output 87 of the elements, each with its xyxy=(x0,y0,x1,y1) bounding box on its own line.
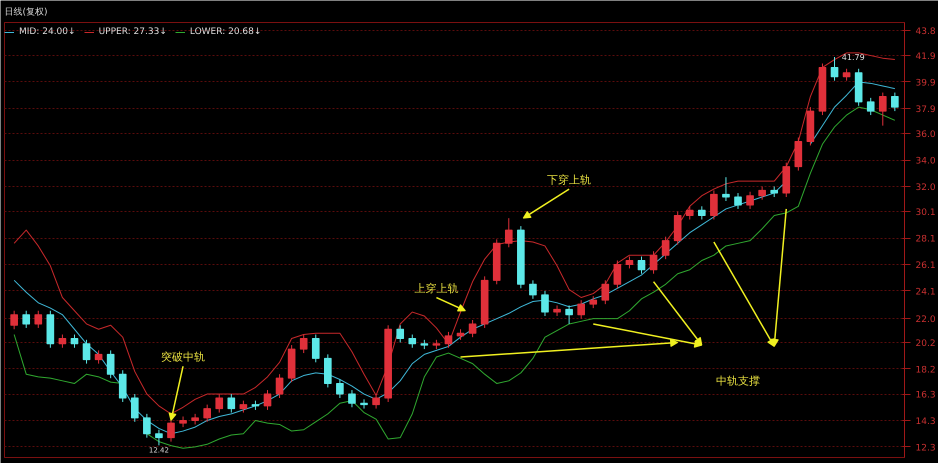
candlestick xyxy=(215,394,224,414)
y-tick-label: 39.9 xyxy=(916,78,936,88)
candlestick xyxy=(626,256,634,269)
annotation: 中轨支撑 xyxy=(716,374,760,388)
annotation: 突破中轨 xyxy=(161,350,206,364)
candlestick xyxy=(70,334,78,348)
candlestick xyxy=(312,334,320,363)
candlestick xyxy=(432,339,440,350)
candlestick xyxy=(541,290,549,317)
candlestick xyxy=(504,218,513,248)
y-tick-label: 34.0 xyxy=(916,156,936,167)
legend-label: MID: 24.00↓ xyxy=(19,27,76,37)
y-tick-label: 20.2 xyxy=(916,338,936,349)
candlestick xyxy=(698,206,706,220)
candlestick xyxy=(264,390,272,410)
candlestick xyxy=(94,350,102,364)
candlestick xyxy=(360,398,368,410)
candlestick xyxy=(770,186,778,198)
chart-title: 日线(复权) xyxy=(4,6,48,18)
y-tick-label: 41.9 xyxy=(916,52,936,62)
candlestick xyxy=(589,296,598,309)
candlestick xyxy=(167,418,175,442)
candlestick xyxy=(22,310,30,328)
legend-label: LOWER: 20.68↓ xyxy=(190,27,262,37)
candlestick xyxy=(191,413,199,425)
candlestick xyxy=(553,304,561,317)
candlestick xyxy=(155,429,163,446)
y-tick-label: 30.1 xyxy=(916,208,936,218)
y-tick-label: 22.0 xyxy=(916,315,936,326)
annotation: 41.79 xyxy=(842,53,865,62)
candlestick xyxy=(300,334,308,354)
candlestick xyxy=(34,310,42,328)
candlestick xyxy=(686,206,694,220)
candlestick xyxy=(227,394,236,414)
candlestick xyxy=(842,68,850,82)
annotation: 下穿上轨 xyxy=(547,173,592,186)
y-tick-label: 16.3 xyxy=(916,390,936,401)
candlestick xyxy=(468,319,476,338)
legend-label: UPPER: 27.33↓ xyxy=(98,27,167,37)
y-tick-label: 28.1 xyxy=(916,234,936,245)
y-tick-label: 43.8 xyxy=(916,26,936,37)
candlestick xyxy=(348,390,356,408)
candlestick xyxy=(203,404,211,422)
y-tick-label: 14.3 xyxy=(916,416,936,427)
candlestick xyxy=(118,370,127,402)
candlestick xyxy=(58,334,66,348)
candlestick xyxy=(408,334,416,348)
candlestick xyxy=(10,310,18,330)
candlestick xyxy=(396,324,404,343)
candlestick xyxy=(891,92,899,112)
candlestick xyxy=(529,280,537,300)
candlestick xyxy=(130,394,139,422)
y-tick-label: 18.2 xyxy=(916,365,936,376)
candlestick xyxy=(650,250,658,274)
candlestick xyxy=(82,339,90,364)
candlestick xyxy=(734,192,742,210)
y-tick-label: 37.9 xyxy=(916,104,936,115)
candlestick xyxy=(565,304,573,324)
candlestick xyxy=(830,56,838,82)
candlestick xyxy=(758,186,766,200)
candlestick xyxy=(276,374,284,398)
candlestick xyxy=(866,97,875,116)
candlestick xyxy=(106,350,114,379)
y-tick-label: 12.3 xyxy=(916,443,936,454)
y-tick-label: 32.0 xyxy=(916,182,936,193)
candlestick xyxy=(143,413,151,438)
candlestick xyxy=(662,236,670,260)
candlestick xyxy=(444,331,452,348)
candlestick xyxy=(638,256,646,274)
candlestick xyxy=(722,176,730,202)
candlestick xyxy=(878,92,887,126)
y-tick-label: 26.1 xyxy=(916,260,936,271)
candlestick xyxy=(746,191,754,210)
y-tick-label: 36.0 xyxy=(916,130,936,140)
candlestick xyxy=(420,339,428,350)
candlestick xyxy=(252,400,260,410)
candlestick xyxy=(240,400,248,414)
candlestick xyxy=(372,394,380,410)
y-tick-label: 24.1 xyxy=(916,287,936,298)
candlestick xyxy=(336,378,344,398)
candlestick xyxy=(710,190,718,220)
candlestick xyxy=(601,280,610,305)
candlestick xyxy=(577,300,585,320)
candlestick xyxy=(456,328,464,340)
candlestick xyxy=(614,260,622,289)
annotation: 上穿上轨 xyxy=(414,282,458,295)
candlestick xyxy=(179,416,187,428)
